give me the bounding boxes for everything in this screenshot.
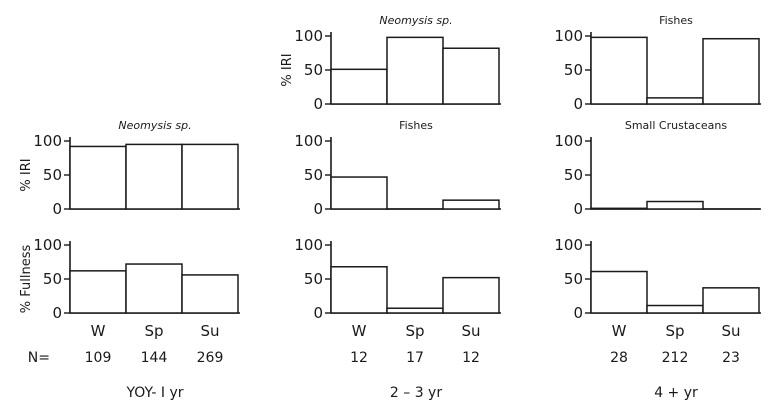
group-label-0: YOY- I yr bbox=[125, 385, 183, 401]
panel-4-ytick-label-0: 0 bbox=[313, 304, 323, 322]
n-value-1-0: 12 bbox=[350, 350, 368, 366]
panel-4-bar-1 bbox=[386, 307, 444, 314]
category-label-2-2: Su bbox=[721, 322, 740, 340]
category-label-0-1: Sp bbox=[144, 322, 163, 340]
panel-6-ytick-label-0: 0 bbox=[573, 200, 583, 218]
panel-5-bar-2 bbox=[702, 37, 760, 105]
category-label-1-2: Su bbox=[461, 322, 480, 340]
panel-6-ytick-label-2: 100 bbox=[554, 132, 583, 150]
panel-1-ytick-label-2: 100 bbox=[33, 236, 62, 254]
panel-6-bar-0 bbox=[590, 207, 648, 210]
panel-4-bar-2 bbox=[442, 276, 500, 314]
n-value-2-0: 28 bbox=[610, 350, 628, 366]
category-label-0-0: W bbox=[91, 322, 106, 340]
panel-3-bar-0 bbox=[330, 176, 388, 210]
panel-6-ytick-label-1: 50 bbox=[564, 166, 583, 184]
panel-0-ytick-label-2: 100 bbox=[33, 132, 62, 150]
panel-3-ytick-label-1: 50 bbox=[304, 166, 323, 184]
panel-5-title: Fishes bbox=[659, 14, 693, 27]
panel-6-bar-1 bbox=[646, 200, 704, 210]
panel-2-ylabel: % IRI bbox=[280, 53, 295, 86]
panel-5-bar-1 bbox=[646, 97, 704, 105]
category-label-0-2: Su bbox=[200, 322, 219, 340]
panel-7-bar-0 bbox=[590, 270, 648, 314]
panel-3-bar-2 bbox=[442, 199, 500, 210]
panel-7-bar-2 bbox=[702, 287, 760, 314]
panel-0-ytick-label-1: 50 bbox=[43, 166, 62, 184]
panel-0-bar-2 bbox=[181, 143, 239, 210]
panel-1-bar-1 bbox=[125, 263, 183, 314]
panel-6-title: Small Crustaceans bbox=[625, 119, 728, 132]
n-value-0-1: 144 bbox=[141, 350, 168, 366]
panel-5-ytick-label-0: 0 bbox=[573, 95, 583, 113]
panel-1-ytick-label-0: 0 bbox=[52, 304, 62, 322]
panel-3-title: Fishes bbox=[399, 119, 433, 132]
category-label-2-0: W bbox=[612, 322, 627, 340]
n-label: N= bbox=[28, 350, 50, 366]
n-value-0-0: 109 bbox=[85, 350, 112, 366]
panel-1-ylabel: % Fullness bbox=[19, 245, 34, 314]
panel-1-bar-0 bbox=[69, 270, 127, 314]
n-value-1-1: 17 bbox=[406, 350, 424, 366]
panel-5-ytick-label-1: 50 bbox=[564, 61, 583, 79]
category-label-1-0: W bbox=[352, 322, 367, 340]
category-label-2-1: Sp bbox=[665, 322, 684, 340]
group-label-2: 4 + yr bbox=[654, 385, 698, 401]
n-value-0-2: 269 bbox=[197, 350, 224, 366]
panel-2-ytick-label-2: 100 bbox=[294, 27, 323, 45]
panel-3-ytick-label-0: 0 bbox=[313, 200, 323, 218]
panel-4-bar-0 bbox=[330, 266, 388, 314]
panel-7-bar-1 bbox=[646, 304, 704, 314]
panel-2-ytick-label-0: 0 bbox=[313, 95, 323, 113]
panel-2-ytick-label-1: 50 bbox=[304, 61, 323, 79]
panel-2-bar-1 bbox=[386, 36, 444, 105]
panel-2-bar-2 bbox=[442, 47, 500, 105]
panel-2-title: Neomysis sp. bbox=[379, 14, 452, 27]
panel-1-ytick-label-1: 50 bbox=[43, 270, 62, 288]
panel-1-bar-2 bbox=[181, 274, 239, 314]
panel-5-bar-0 bbox=[590, 36, 648, 105]
panel-0-ylabel: % IRI bbox=[19, 158, 34, 191]
n-value-1-2: 12 bbox=[462, 350, 480, 366]
n-value-2-2: 23 bbox=[722, 350, 740, 366]
panel-0-ytick-label-0: 0 bbox=[52, 200, 62, 218]
panel-5-ytick-label-2: 100 bbox=[554, 27, 583, 45]
n-value-2-1: 212 bbox=[662, 350, 689, 366]
panel-2-bar-0 bbox=[330, 68, 388, 105]
panel-0-bar-0 bbox=[69, 145, 127, 210]
panel-0-bar-1 bbox=[125, 143, 183, 210]
panel-0-title: Neomysis sp. bbox=[118, 119, 191, 132]
panel-7-ytick-label-1: 50 bbox=[564, 270, 583, 288]
category-label-1-1: Sp bbox=[405, 322, 424, 340]
panel-4-ytick-label-2: 100 bbox=[294, 236, 323, 254]
panel-7-ytick-label-2: 100 bbox=[554, 236, 583, 254]
panel-3-ytick-label-2: 100 bbox=[294, 132, 323, 150]
group-label-1: 2 – 3 yr bbox=[390, 385, 442, 401]
panel-4-ytick-label-1: 50 bbox=[304, 270, 323, 288]
panel-7-ytick-label-0: 0 bbox=[573, 304, 583, 322]
